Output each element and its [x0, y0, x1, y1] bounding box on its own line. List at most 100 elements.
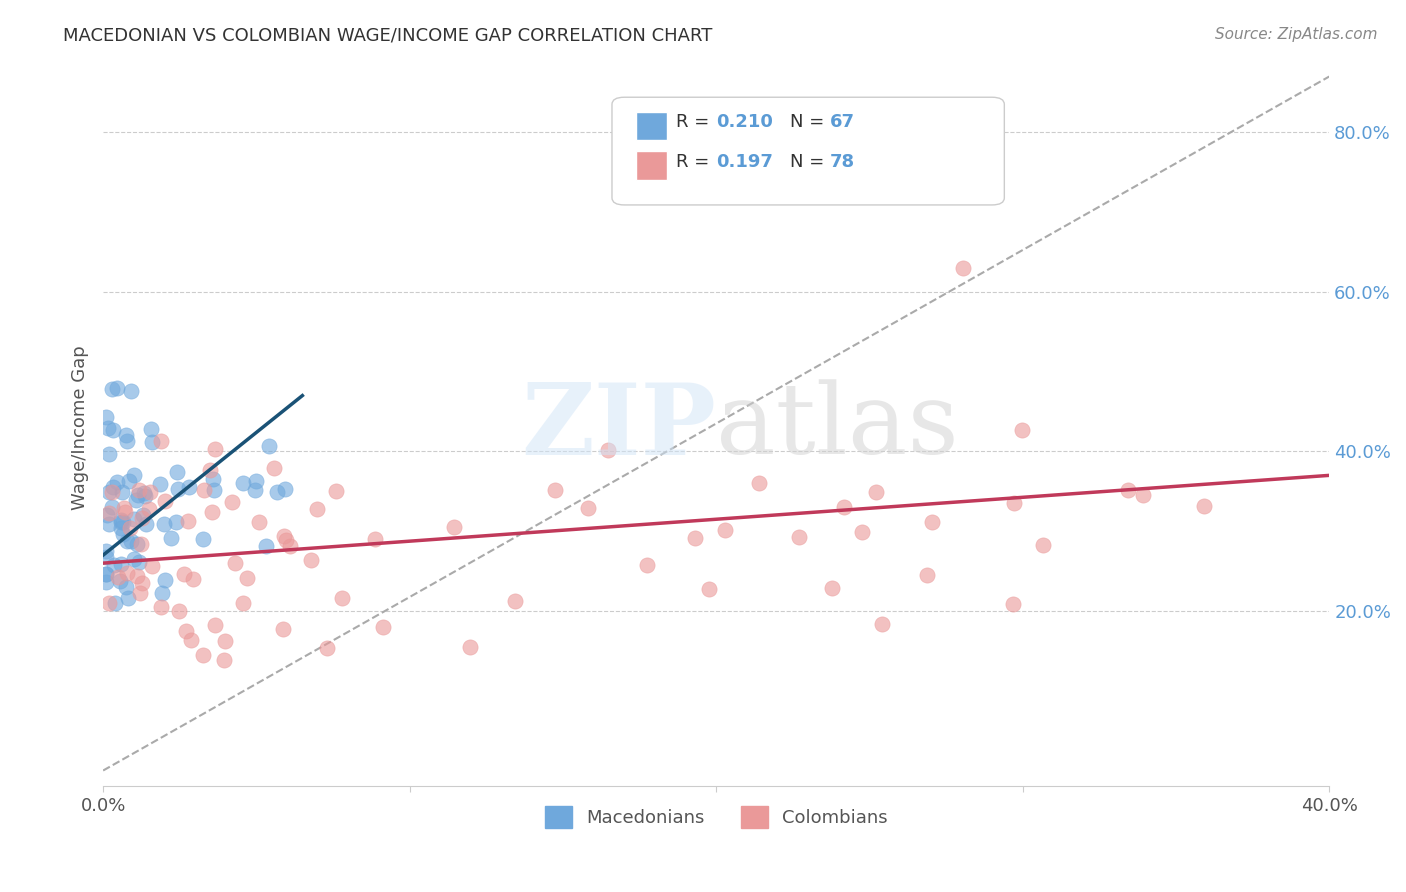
Colombians [872, 617, 894, 632]
Colombians [138, 502, 160, 516]
Colombians [280, 539, 302, 553]
Colombians [1118, 483, 1140, 497]
Text: N =: N = [790, 113, 830, 131]
Text: 0.197: 0.197 [716, 153, 773, 171]
Text: atlas: atlas [716, 380, 959, 475]
Colombians [131, 510, 153, 524]
Macedonians [111, 526, 134, 541]
Macedonians [132, 508, 155, 522]
Macedonians [117, 591, 139, 606]
Macedonians [150, 585, 173, 599]
Macedonians [96, 575, 118, 590]
Colombians [125, 569, 148, 583]
Colombians [1011, 423, 1033, 437]
Colombians [330, 591, 353, 606]
Macedonians [120, 533, 142, 548]
Macedonians [232, 475, 254, 490]
Macedonians [96, 566, 118, 581]
Colombians [921, 515, 943, 529]
Colombians [224, 557, 246, 571]
Macedonians [114, 428, 136, 442]
Macedonians [96, 567, 118, 582]
FancyBboxPatch shape [612, 97, 1004, 205]
Macedonians [149, 476, 172, 491]
Macedonians [121, 384, 143, 398]
Colombians [114, 505, 136, 519]
Colombians [636, 558, 658, 573]
Colombians [273, 529, 295, 543]
Colombians [100, 485, 122, 500]
Colombians [915, 567, 938, 582]
Text: 0.210: 0.210 [716, 113, 773, 131]
Macedonians [259, 439, 281, 453]
Macedonians [125, 536, 148, 550]
Colombians [176, 514, 198, 528]
Macedonians [122, 512, 145, 526]
Colombians [118, 521, 141, 535]
Colombians [98, 506, 121, 520]
Macedonians [112, 515, 135, 529]
Colombians [683, 531, 706, 545]
Colombians [458, 640, 481, 654]
Text: R =: R = [676, 153, 714, 171]
Macedonians [96, 543, 118, 558]
Macedonians [118, 475, 141, 489]
Macedonians [167, 482, 190, 496]
Colombians [221, 495, 243, 509]
Macedonians [98, 448, 121, 462]
Macedonians [96, 409, 118, 424]
Colombians [832, 500, 855, 515]
Text: 67: 67 [830, 113, 855, 131]
Macedonians [117, 533, 139, 548]
Macedonians [191, 532, 214, 546]
Macedonians [97, 485, 120, 500]
Colombians [153, 493, 176, 508]
Macedonians [177, 480, 200, 494]
Macedonians [134, 489, 156, 503]
Macedonians [122, 467, 145, 482]
Macedonians [101, 480, 124, 494]
Colombians [236, 571, 259, 585]
Colombians [247, 515, 270, 529]
Macedonians [96, 550, 118, 565]
Colombians [141, 559, 163, 574]
Colombians [1132, 488, 1154, 502]
Colombians [371, 620, 394, 634]
Macedonians [125, 492, 148, 507]
Colombians [191, 648, 214, 662]
Macedonians [115, 434, 138, 448]
Macedonians [110, 521, 132, 535]
Macedonians [254, 540, 277, 554]
Colombians [443, 520, 465, 534]
Text: Source: ZipAtlas.com: Source: ZipAtlas.com [1215, 27, 1378, 42]
Macedonians [127, 488, 149, 502]
Colombians [865, 484, 887, 499]
Macedonians [141, 434, 163, 449]
Macedonians [124, 551, 146, 566]
Colombians [128, 586, 150, 600]
Macedonians [159, 531, 181, 545]
Colombians [117, 566, 139, 580]
Colombians [204, 618, 226, 632]
Y-axis label: Wage/Income Gap: Wage/Income Gap [72, 345, 89, 510]
Macedonians [165, 515, 187, 529]
Macedonians [202, 483, 225, 498]
Colombians [150, 599, 173, 614]
Bar [637, 112, 668, 140]
Colombians [139, 485, 162, 500]
Colombians [150, 434, 173, 448]
Colombians [1002, 496, 1025, 510]
Macedonians [266, 484, 288, 499]
Colombians [173, 566, 195, 581]
Colombians [129, 537, 152, 551]
Macedonians [139, 422, 162, 436]
Macedonians [108, 574, 131, 588]
Colombians [181, 572, 204, 586]
Colombians [952, 260, 974, 275]
Text: R =: R = [676, 113, 714, 131]
Macedonians [201, 472, 224, 486]
Colombians [263, 460, 285, 475]
Macedonians [110, 513, 132, 527]
Colombians [364, 532, 387, 546]
Text: 78: 78 [830, 153, 855, 171]
